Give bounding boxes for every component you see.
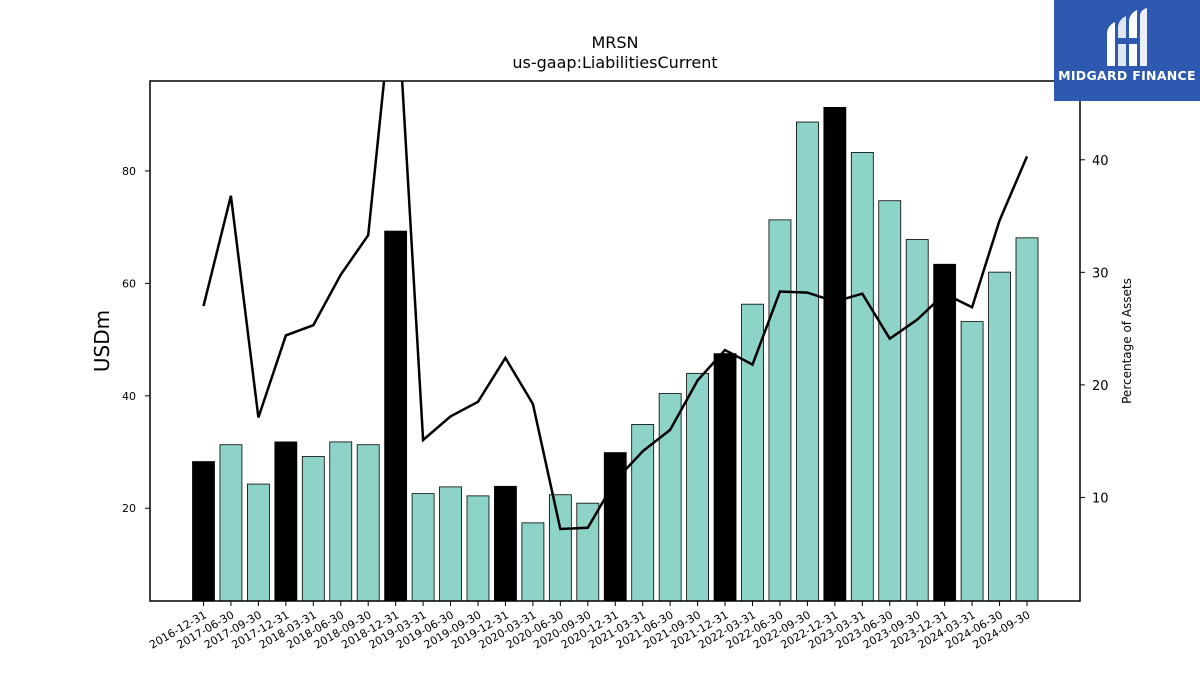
bar-2017-12-31: [274, 441, 298, 602]
bar-2023-12-31: [933, 263, 957, 602]
y-tick-label: 40: [122, 390, 136, 403]
bar-2018-09-30: [356, 444, 380, 602]
bar-2021-06-30: [658, 393, 682, 602]
bar-2019-09-30: [466, 495, 490, 602]
bar-2024-09-30: [1015, 237, 1039, 602]
bar-2023-09-30: [905, 239, 929, 602]
y2-axis-label: Percentage of Assets: [1120, 278, 1134, 404]
bar-2024-06-30: [988, 271, 1011, 602]
bar-2019-06-30: [439, 486, 462, 602]
bar-2017-06-30: [219, 444, 243, 602]
bar-2019-03-31: [411, 493, 435, 602]
bar-2024-03-31: [960, 321, 984, 602]
y2-tick-label: 20: [1092, 379, 1109, 394]
bar-2023-06-30: [878, 200, 902, 602]
bar-2020-03-31: [521, 522, 545, 602]
y2-tick-label: 40: [1092, 154, 1109, 169]
bar-2016-12-31: [192, 461, 215, 602]
pct-assets-line: [202, 81, 1029, 531]
bar-2021-12-31: [713, 353, 737, 602]
bar-2020-09-30: [576, 502, 600, 602]
bar-2022-12-31: [823, 107, 847, 602]
bar-2022-03-31: [741, 303, 764, 602]
bar-2018-03-31: [301, 456, 325, 602]
bar-2021-09-30: [686, 372, 709, 602]
bar-2017-09-30: [246, 483, 270, 602]
x-axis: 2016-12-312017-06-302017-09-302017-12-31…: [147, 601, 1033, 652]
bar-2019-12-31: [494, 485, 517, 602]
y-axis-label: USDm: [90, 310, 114, 372]
midgard-logo-icon: [1107, 8, 1147, 66]
y-axis: 20 40 60 80: [122, 165, 150, 515]
bar-group: [192, 107, 1039, 602]
bar-2022-06-30: [768, 219, 792, 602]
bar-2018-12-31: [384, 230, 408, 602]
bar-2022-09-30: [796, 121, 819, 602]
brand-logo: MIDGARD FINANCE: [1054, 0, 1200, 101]
y-tick-label: 20: [122, 502, 136, 515]
y-tick-label: 80: [122, 165, 136, 178]
y2-axis: 10 20 30 40: [1080, 154, 1109, 506]
y2-tick-label: 30: [1092, 266, 1109, 281]
bar-2020-06-30: [548, 494, 572, 602]
y-tick-label: 60: [122, 277, 136, 290]
chart-title: MRSN: [591, 33, 638, 52]
bar-2023-03-31: [850, 151, 874, 602]
y2-tick-label: 10: [1092, 491, 1109, 506]
bar-2018-06-30: [329, 441, 353, 602]
bar-2020-12-31: [603, 452, 627, 602]
line-group: [202, 81, 1029, 531]
chart-subtitle: us-gaap:LiabilitiesCurrent: [512, 53, 717, 72]
brand-name: MIDGARD FINANCE: [1058, 68, 1196, 83]
